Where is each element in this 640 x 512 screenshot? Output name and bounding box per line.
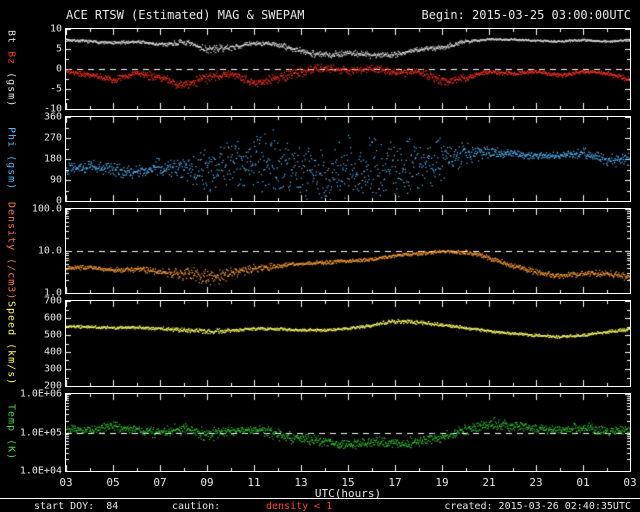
- plot-title: ACE RTSW (Estimated) MAG & SWEPAM: [66, 8, 305, 22]
- y-tick-label-mag: 0: [55, 63, 62, 75]
- y-tick-label-speed: 200: [43, 380, 62, 392]
- y-tick-label-mag: 10: [49, 23, 62, 35]
- x-tick-label: 05: [106, 476, 120, 489]
- y-tick-label-phi: 180: [43, 153, 62, 165]
- y-tick-label-temp: 1.0E+06: [19, 388, 62, 400]
- y-tick-label-density: 1.0: [43, 287, 62, 299]
- y-tick-label-phi: 0: [55, 195, 62, 207]
- x-tick-label: 13: [294, 476, 308, 489]
- y-tick-label-speed: 500: [43, 329, 62, 341]
- y-tick-label-phi: 90: [49, 174, 62, 186]
- speed-axis-label: Speed (km/s): [3, 300, 19, 387]
- y-tick-label-speed: 400: [43, 346, 62, 358]
- y-tick-label-temp: 1.0E+05: [19, 427, 62, 438]
- x-tick-label: 03: [623, 476, 637, 489]
- temp-axis-label: Temp (K): [3, 393, 19, 472]
- mag-axis-label: Bt Bz (gsm): [3, 28, 19, 110]
- start-doy-label: start DOY: 84: [34, 501, 119, 512]
- panel-temp: [65, 393, 631, 472]
- phi-axis-label-text: Phi (gsm): [5, 127, 17, 191]
- x-tick-label: 17: [388, 476, 402, 489]
- y-tick-label-speed: 600: [43, 312, 62, 324]
- y-tick-label-temp: 1.0E+04: [19, 465, 62, 477]
- density-plot-canvas: [66, 209, 630, 293]
- density-axis-label: Density (/cm3): [3, 202, 19, 300]
- mag-axis-label-text: Bt Bz (gsm): [5, 30, 17, 108]
- x-tick-label: 11: [247, 476, 261, 489]
- x-tick-label: 15: [341, 476, 355, 489]
- y-tick-label-speed: 300: [43, 363, 62, 375]
- caution-label: caution:: [172, 501, 221, 512]
- x-tick-label: 03: [59, 476, 73, 489]
- mag-plot-canvas: [66, 29, 630, 109]
- speed-plot-canvas: [66, 301, 630, 386]
- caution-density-label: density < 1: [266, 501, 333, 512]
- y-tick-label-mag: -5: [49, 83, 62, 95]
- temp-plot-canvas: [66, 394, 630, 471]
- panel-speed: [65, 300, 631, 387]
- panel-mag-bt-bz: [65, 28, 631, 110]
- temp-axis-label-text: Temp (K): [5, 404, 17, 461]
- y-tick-label-mag: 5: [55, 43, 62, 55]
- y-tick-label-density: 10.0: [37, 245, 62, 257]
- x-axis-title: UTC(hours): [314, 487, 382, 500]
- y-tick-label-phi: 270: [43, 132, 62, 144]
- x-tick-label: 09: [200, 476, 214, 489]
- y-tick-label-density: 100.0: [31, 203, 62, 215]
- x-tick-label: 23: [529, 476, 543, 489]
- speed-axis-label-text: Speed (km/s): [5, 301, 17, 386]
- y-tick-label-mag: -10: [43, 103, 62, 115]
- phi-axis-label: Phi (gsm): [3, 116, 19, 202]
- begin-timestamp: Begin: 2015-03-25 03:00:00UTC: [421, 8, 631, 22]
- phi-plot-canvas: [66, 117, 630, 201]
- x-tick-label: 19: [435, 476, 449, 489]
- panel-density: [65, 208, 631, 294]
- x-tick-label: 21: [482, 476, 496, 489]
- density-axis-label-text: Density (/cm3): [5, 201, 17, 301]
- y-tick-label-phi: 360: [43, 111, 62, 123]
- footer-divider: [0, 498, 640, 499]
- x-tick-label: 01: [576, 476, 590, 489]
- y-tick-label-speed: 700: [43, 295, 62, 307]
- panel-phi: [65, 116, 631, 202]
- created-timestamp: created: 2015-03-26 02:40:35UTC: [444, 501, 631, 512]
- x-tick-label: 07: [153, 476, 167, 489]
